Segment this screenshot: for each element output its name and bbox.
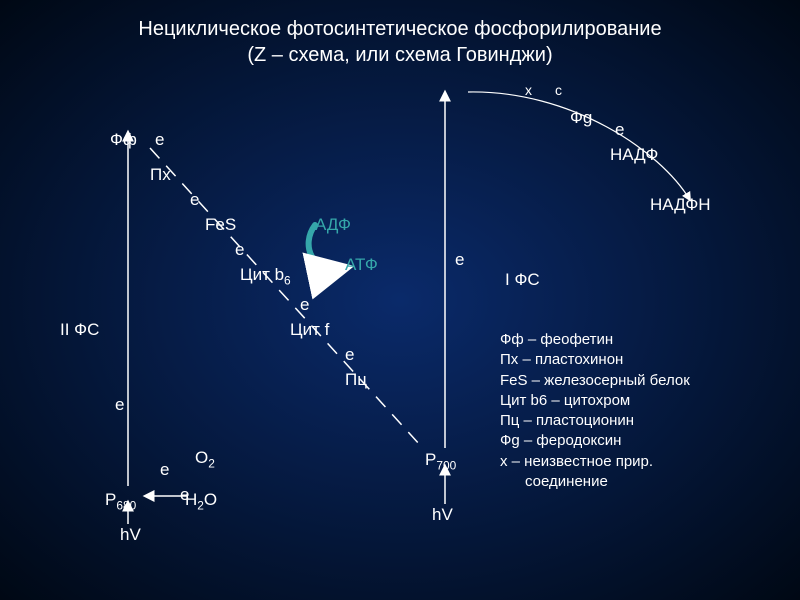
legend-line-6: x – неизвестное прир. <box>500 452 690 472</box>
legend-line-2: FeS – железосерный белок <box>500 371 690 391</box>
node-e_up1: e <box>115 395 124 415</box>
node-H2O: H2O <box>185 490 217 512</box>
node-Ff: Фф <box>110 130 137 150</box>
legend-line-7: соединение <box>500 472 690 492</box>
node-x: x <box>525 82 532 98</box>
node-e_cb6: e <box>300 295 309 315</box>
node-Fg: Фg <box>570 108 592 128</box>
node-FeS: FeS <box>205 215 236 235</box>
node-hv2: hV <box>432 505 453 525</box>
title-line2: (Z – схема, или схема Говинджи) <box>0 44 800 67</box>
legend-line-5: Фg – феродоксин <box>500 431 690 451</box>
node-e_cf: e <box>345 345 354 365</box>
node-P700: P700 <box>425 450 456 472</box>
legend: Фф – феофетинПх – пластохинонFeS – желез… <box>500 330 690 492</box>
node-ADF: АДФ <box>315 215 351 235</box>
diagram-canvas: Нециклическое фотосинтетическое фосфорил… <box>0 0 800 600</box>
node-ATF: АТФ <box>345 255 378 275</box>
node-e_h2o2: e <box>180 485 189 505</box>
node-P680: P680 <box>105 490 136 512</box>
node-IIFS: II ФС <box>60 320 99 340</box>
node-Citf: Цит f <box>290 320 329 340</box>
node-hv1: hV <box>120 525 141 545</box>
legend-line-1: Пх – пластохинон <box>500 350 690 370</box>
node-Px: Пх <box>150 165 171 185</box>
node-e_h2o1: e <box>160 460 169 480</box>
node-e_fes: e <box>235 240 244 260</box>
node-e_fg: e <box>615 120 624 140</box>
node-e_up2: e <box>455 250 464 270</box>
node-e_ff: e <box>155 130 164 150</box>
legend-line-3: Цит b6 – цитохром <box>500 391 690 411</box>
node-NADF: НАДФ <box>610 145 658 165</box>
node-Citb6: Цит b6 <box>240 265 291 287</box>
node-IFS: I ФС <box>505 270 540 290</box>
node-e_px: e <box>190 190 199 210</box>
legend-line-4: Пц – пластоционин <box>500 411 690 431</box>
node-c: c <box>555 82 562 98</box>
node-Pc: Пц <box>345 370 367 390</box>
node-NADFH: НАДФН <box>650 195 711 215</box>
legend-line-0: Фф – феофетин <box>500 330 690 350</box>
node-O2: O2 <box>195 448 215 470</box>
title-line1: Нециклическое фотосинтетическое фосфорил… <box>0 18 800 41</box>
